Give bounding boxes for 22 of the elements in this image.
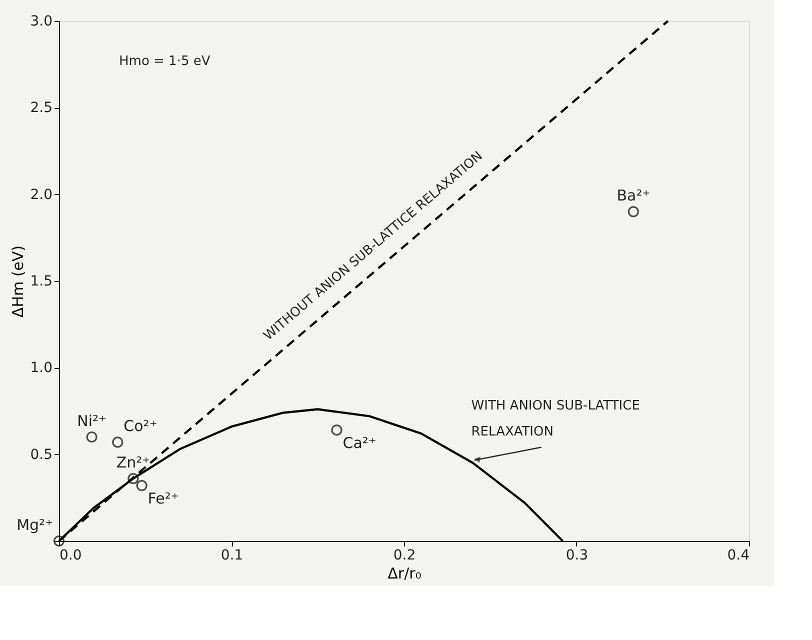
annotation: Ba²⁺ bbox=[616, 186, 650, 205]
x-tick-label: 0.3 bbox=[566, 548, 588, 564]
x-tick-label: 0.4 bbox=[727, 548, 750, 564]
annotation: Zn²⁺ bbox=[116, 454, 150, 472]
y-tick-label: 2.0 bbox=[30, 186, 52, 203]
y-tick-label: 0.5 bbox=[30, 446, 52, 463]
y-tick-label: 1.0 bbox=[30, 360, 52, 376]
annotation: Ca²⁺ bbox=[342, 434, 376, 452]
x-axis-title: Δr/r₀ bbox=[388, 564, 422, 582]
annotation: Mg²⁺ bbox=[16, 516, 53, 534]
annotation: WITH ANION SUB-LATTICE RELAXATION bbox=[471, 398, 640, 440]
x-tick-label: 0.1 bbox=[220, 548, 244, 564]
annotation: Ni²⁺ bbox=[77, 412, 106, 430]
x-tick-label: 0.2 bbox=[393, 548, 416, 564]
x-tick-label: 0.0 bbox=[60, 548, 82, 564]
annotation: Fe²⁺ bbox=[148, 490, 179, 508]
y-tick-label: 1.5 bbox=[30, 274, 52, 290]
annotation: Hmo = 1·5 eV bbox=[119, 54, 210, 69]
y-tick-label: 2.5 bbox=[30, 100, 52, 116]
y-axis-title: ΔHm (eV) bbox=[9, 245, 28, 318]
y-tick-label: 3.0 bbox=[30, 14, 52, 30]
annotation: Co²⁺ bbox=[124, 417, 158, 436]
